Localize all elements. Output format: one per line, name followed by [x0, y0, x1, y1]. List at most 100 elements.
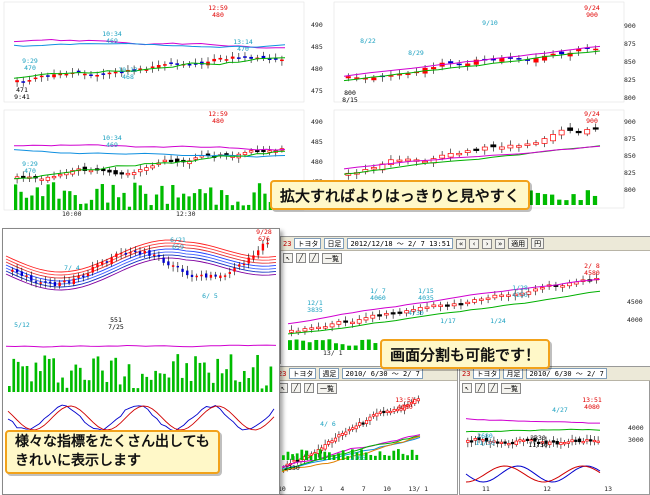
candle-up	[350, 321, 355, 324]
next-icon[interactable]: ›	[482, 238, 493, 249]
candle-down	[261, 55, 266, 59]
candle-up	[438, 304, 443, 307]
candle-down	[186, 270, 189, 276]
volume-bar	[294, 339, 299, 350]
stock-name-field[interactable]: トヨタ	[289, 368, 317, 379]
volume-bar	[238, 381, 242, 392]
candle-down	[390, 312, 396, 315]
last-icon[interactable]: »	[495, 238, 506, 249]
candle-up	[195, 275, 198, 278]
candle-up	[518, 439, 522, 442]
candle-up	[52, 74, 56, 78]
candle-up	[33, 77, 38, 80]
period-select[interactable]: 週足	[319, 368, 340, 379]
candle-down	[181, 268, 184, 272]
volume-bar	[70, 370, 73, 392]
candle-up	[399, 408, 403, 411]
volume-bar	[101, 370, 104, 392]
apply-button[interactable]: 適用	[508, 238, 529, 249]
candle-up	[396, 408, 400, 412]
candle-up	[498, 146, 505, 150]
draw-tool-icon[interactable]: ╱	[309, 253, 319, 263]
callout-text: 拡大すればよりはっきりと見やすく	[280, 186, 520, 205]
volume-bar	[171, 184, 175, 210]
candle-down	[510, 441, 515, 445]
prev-icon[interactable]: ‹	[469, 238, 480, 249]
candle-down	[49, 281, 52, 284]
label-low: 468	[122, 73, 134, 81]
candle-up	[233, 267, 236, 272]
candle-up	[485, 297, 491, 300]
sub-left-xaxis: 10 12/ 1 4 7 10 13/ 1	[278, 485, 428, 493]
label-high: 4580	[584, 269, 600, 277]
candle-up	[322, 326, 328, 329]
candle-up	[451, 303, 457, 307]
label-high: 2/ 8	[584, 262, 600, 270]
volume-bar	[194, 356, 197, 392]
list-button[interactable]: 一覧	[322, 252, 342, 264]
unit-button[interactable]: 円	[531, 238, 545, 249]
candle-up	[492, 440, 496, 443]
label-high: 6/21	[170, 236, 186, 244]
candle-up	[439, 154, 446, 159]
draw-tool-icon[interactable]: ╱	[304, 383, 314, 393]
draw-tool-icon[interactable]: ╱	[488, 383, 498, 393]
stock-code: 23	[278, 369, 287, 378]
date-range-field[interactable]: 2010/ 6/30 ～ 2/ 7	[526, 368, 607, 379]
callout-text-line1: 様々な指標をたくさん出しても	[15, 434, 210, 450]
candle-up	[364, 420, 369, 425]
date-range-field[interactable]: 2012/12/18 ～ 2/ 7 13:51	[347, 238, 454, 249]
candle-down	[261, 149, 266, 153]
candle-up	[257, 250, 260, 256]
candle-down	[584, 47, 590, 49]
label-mid: 10:34	[102, 134, 122, 142]
cursor-icon[interactable]: ↖	[283, 253, 293, 263]
line-tool-icon[interactable]: ╱	[296, 253, 306, 263]
candle-up	[153, 254, 156, 256]
stock-name-field[interactable]: トヨタ	[294, 238, 322, 249]
candle-down	[21, 81, 26, 83]
ytick: 800	[624, 94, 636, 102]
volume-bar	[230, 205, 235, 210]
line-tool-icon[interactable]: ╱	[291, 383, 301, 393]
volume-bar	[592, 195, 598, 205]
stochastic-line	[7, 404, 275, 432]
candle-up	[383, 313, 389, 316]
candle-up	[323, 444, 327, 450]
label-high: 9/24	[584, 110, 600, 118]
candle-up	[371, 414, 375, 417]
volume-bar	[176, 354, 180, 392]
candle-down	[214, 274, 217, 277]
volume-bar	[109, 360, 113, 392]
sub-left-subtoolbar: ↖ ╱ ╱ 一覧	[278, 382, 337, 394]
xtick: 12:30	[176, 210, 196, 218]
period-select[interactable]: 日足	[324, 238, 345, 249]
candle-up	[473, 438, 477, 441]
candle-down	[267, 58, 272, 60]
candle-up	[550, 53, 556, 56]
ytick: 800	[624, 186, 636, 194]
label-date: 4250	[512, 291, 528, 299]
first-icon[interactable]: «	[456, 238, 467, 249]
candle-down	[382, 410, 386, 414]
label-low: 551	[110, 316, 122, 324]
label-date: 4035	[418, 294, 434, 302]
label-mid: 469	[106, 141, 118, 149]
label-right: 13:14	[233, 38, 253, 46]
volume-bar	[383, 455, 386, 460]
line-tool-icon[interactable]: ╱	[475, 383, 485, 393]
ma-line-magenta	[343, 145, 601, 170]
ytick: 475	[311, 87, 323, 95]
cursor-icon[interactable]: ↖	[462, 383, 472, 393]
candle-down	[377, 314, 382, 317]
label-date: 1/15	[418, 287, 434, 295]
candle-down	[503, 441, 507, 444]
label-high: 480	[212, 11, 224, 19]
ytick: 850	[624, 58, 636, 66]
candle-up	[64, 73, 69, 76]
candle-up	[562, 442, 567, 445]
volume-bar	[550, 194, 555, 205]
volume-bar	[14, 184, 18, 210]
list-button[interactable]: 一覧	[501, 382, 521, 394]
list-button[interactable]: 一覧	[317, 382, 337, 394]
